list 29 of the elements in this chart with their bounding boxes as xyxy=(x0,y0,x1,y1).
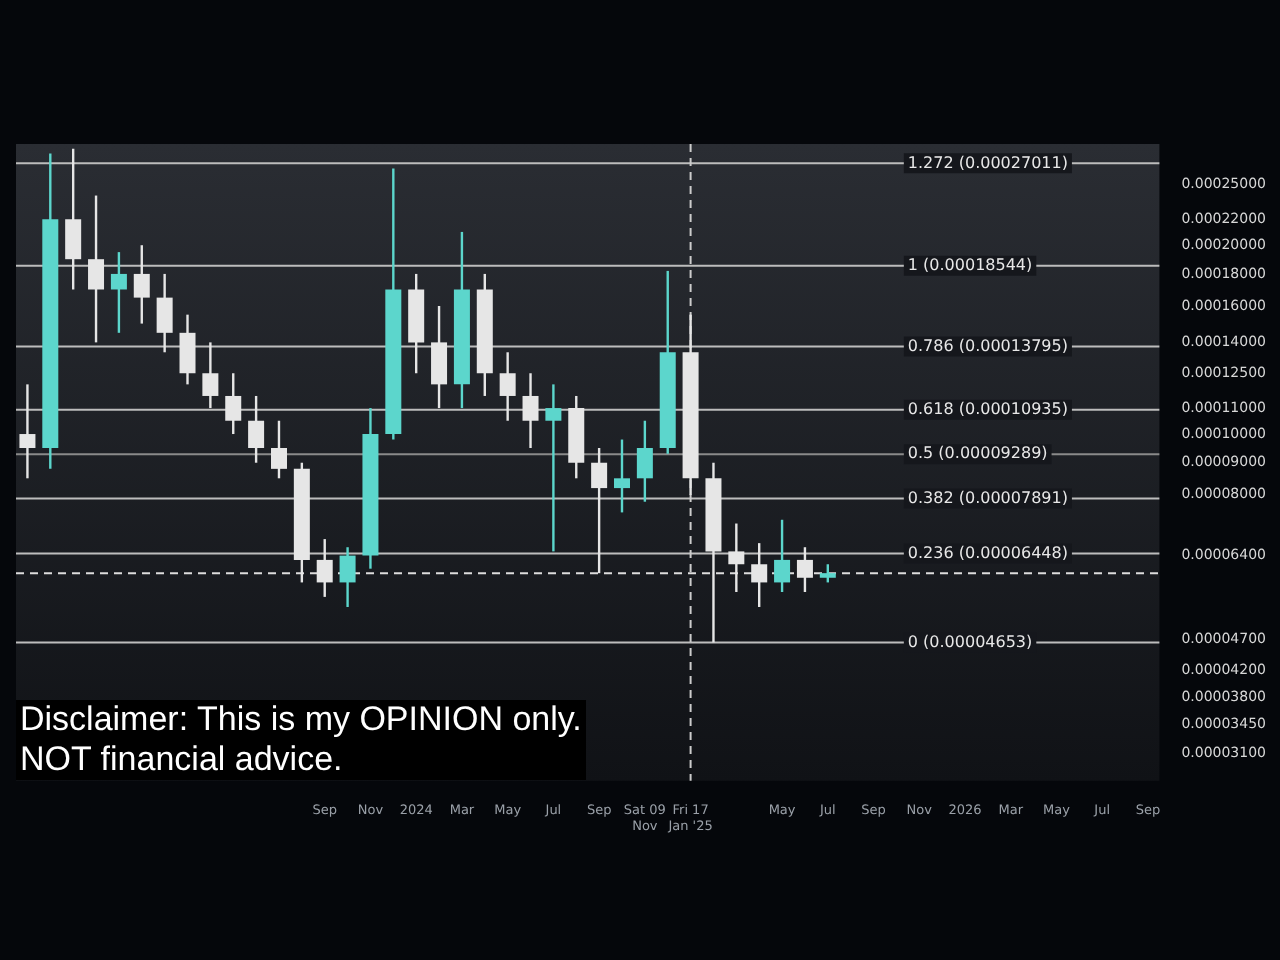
candlestick xyxy=(819,563,836,584)
candlestick xyxy=(545,383,562,553)
ref-line-label: 0.786 (0.00013795) xyxy=(907,336,1068,355)
candlestick xyxy=(225,372,242,436)
candlestick xyxy=(88,194,105,344)
candlestick xyxy=(499,351,516,422)
candlestick xyxy=(636,419,653,503)
ref-line-label: 0.382 (0.00007891) xyxy=(907,488,1068,507)
ref-line-label: 0 (0.00004653) xyxy=(907,632,1033,651)
candlestick xyxy=(202,341,219,410)
candlestick xyxy=(65,147,82,291)
annotation: Disclaimer: This is my OPINION only. NOT financial advice. xyxy=(20,700,582,780)
candlestick xyxy=(522,372,539,450)
candlestick xyxy=(19,383,36,480)
candlestick xyxy=(774,518,791,594)
candlestick xyxy=(110,250,127,335)
candlestick xyxy=(133,244,150,325)
candlestick xyxy=(270,419,287,480)
candlestick xyxy=(179,313,196,386)
candlestick xyxy=(431,304,448,410)
candlestick xyxy=(156,272,173,354)
ref-line-label: 1 (0.00018544) xyxy=(907,255,1033,274)
ref-line-label: 0.5 (0.00009289) xyxy=(907,444,1048,463)
candlestick xyxy=(613,438,630,514)
ref-line-label: 1.272 (0.00027011) xyxy=(907,153,1068,172)
ref-line-label: 0.236 (0.00006448) xyxy=(907,543,1068,562)
candlestick xyxy=(248,394,265,464)
ref-line-label: 0.618 (0.00010935) xyxy=(907,399,1068,418)
candlestick xyxy=(339,546,356,609)
